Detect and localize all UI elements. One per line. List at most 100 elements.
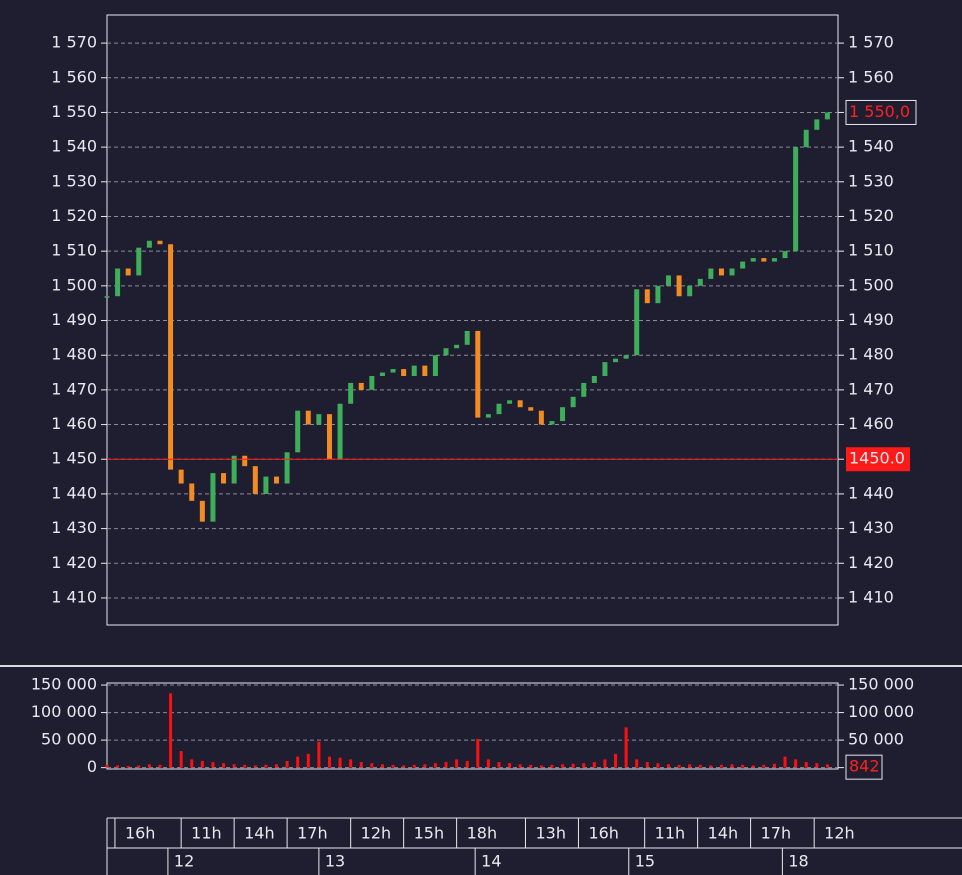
candle bbox=[210, 473, 216, 522]
volume-bar bbox=[550, 764, 554, 768]
candle bbox=[644, 289, 650, 304]
candle bbox=[305, 410, 311, 425]
candle bbox=[761, 258, 767, 262]
candle bbox=[655, 285, 661, 304]
candle bbox=[168, 244, 174, 470]
candle bbox=[274, 476, 280, 484]
hour-label: 12h bbox=[361, 824, 392, 843]
volume-bar bbox=[158, 764, 162, 768]
y-tick-label-right: 1 470 bbox=[848, 379, 894, 398]
volume-bar bbox=[370, 763, 374, 768]
candle bbox=[199, 500, 205, 522]
y-tick-label-right: 100 000 bbox=[848, 702, 914, 721]
y-tick-label: 1 570 bbox=[51, 33, 97, 52]
volume-bar bbox=[508, 763, 512, 768]
volume-bar bbox=[582, 763, 586, 768]
candle bbox=[369, 376, 375, 390]
day-label: 18 bbox=[788, 852, 808, 871]
y-tick-label: 1 540 bbox=[51, 137, 97, 156]
last-volume-label: 842 bbox=[849, 757, 880, 776]
volume-bar bbox=[243, 764, 247, 768]
level-label-box bbox=[846, 447, 910, 472]
candle bbox=[390, 369, 396, 373]
candle bbox=[782, 251, 788, 259]
y-tick-label-right: 1 440 bbox=[848, 483, 894, 502]
volume-bar bbox=[105, 764, 109, 768]
y-tick-label: 1 430 bbox=[51, 518, 97, 537]
volume-bar bbox=[412, 764, 416, 768]
candle bbox=[708, 268, 714, 279]
volume-bar bbox=[561, 764, 565, 768]
day-label: 14 bbox=[481, 852, 501, 871]
candle bbox=[337, 403, 343, 460]
candle bbox=[422, 365, 428, 377]
candle bbox=[687, 285, 693, 297]
candle bbox=[157, 240, 163, 245]
volume-bar bbox=[666, 764, 670, 768]
y-tick-label: 50 000 bbox=[41, 730, 97, 749]
last-price-label: 1 550,0 bbox=[849, 102, 910, 121]
volume-bar bbox=[688, 764, 692, 768]
volume-bar bbox=[275, 764, 279, 768]
day-label: 15 bbox=[635, 852, 655, 871]
y-tick-label: 150 000 bbox=[31, 675, 97, 694]
volume-bar bbox=[433, 763, 437, 768]
candle bbox=[581, 382, 587, 397]
candle bbox=[528, 407, 534, 411]
candle bbox=[697, 278, 703, 286]
volume-bar bbox=[380, 764, 384, 768]
y-tick-label: 1 470 bbox=[51, 379, 97, 398]
volume-bar bbox=[635, 759, 639, 768]
volume-bar bbox=[211, 762, 215, 768]
candle bbox=[634, 289, 640, 356]
volume-bar bbox=[169, 693, 173, 768]
volume-bar bbox=[592, 762, 596, 768]
y-tick-label-right: 50 000 bbox=[848, 730, 904, 749]
last-volume-box bbox=[845, 754, 883, 780]
y-tick-label: 1 500 bbox=[51, 275, 97, 294]
hour-label: 18h bbox=[467, 824, 498, 843]
volume-bar bbox=[253, 765, 257, 768]
volume-bar bbox=[327, 756, 331, 768]
volume-bar bbox=[137, 765, 141, 768]
volume-bar bbox=[804, 762, 808, 768]
volume-bar bbox=[571, 763, 575, 768]
hour-label: 17h bbox=[297, 824, 328, 843]
y-tick-label-right: 1 410 bbox=[848, 587, 894, 606]
volume-bar bbox=[306, 753, 310, 768]
candle bbox=[326, 414, 332, 460]
candle bbox=[263, 476, 269, 494]
last-price-box bbox=[845, 99, 917, 125]
y-tick-label: 1 480 bbox=[51, 345, 97, 364]
y-tick-label: 1 440 bbox=[51, 483, 97, 502]
candle bbox=[613, 358, 619, 363]
candle bbox=[284, 452, 290, 484]
y-tick-label-right: 1 480 bbox=[848, 345, 894, 364]
candle bbox=[496, 403, 502, 415]
volume-bar bbox=[518, 764, 522, 768]
volume-frame bbox=[106, 682, 839, 770]
hour-label: 11h bbox=[655, 824, 686, 843]
volume-bar bbox=[529, 764, 533, 768]
y-tick-label-right: 1 520 bbox=[848, 206, 894, 225]
volume-bar bbox=[264, 764, 268, 768]
volume-bar bbox=[825, 764, 829, 768]
y-tick-label: 1 510 bbox=[51, 241, 97, 260]
hour-label: 13h bbox=[535, 824, 566, 843]
candle bbox=[432, 355, 438, 377]
y-tick-label: 1 410 bbox=[51, 587, 97, 606]
volume-bar bbox=[444, 762, 448, 768]
candle bbox=[824, 112, 830, 120]
volume-bar bbox=[402, 765, 406, 768]
volume-bar bbox=[349, 759, 353, 768]
hour-label: 16h bbox=[125, 824, 155, 843]
hour-label: 12h bbox=[824, 824, 855, 843]
volume-bar bbox=[751, 765, 755, 768]
volume-bar bbox=[614, 753, 618, 768]
candle bbox=[146, 240, 152, 248]
candle bbox=[475, 330, 481, 418]
candle bbox=[348, 382, 354, 404]
candle bbox=[507, 400, 513, 404]
hour-label: 14h bbox=[708, 824, 739, 843]
